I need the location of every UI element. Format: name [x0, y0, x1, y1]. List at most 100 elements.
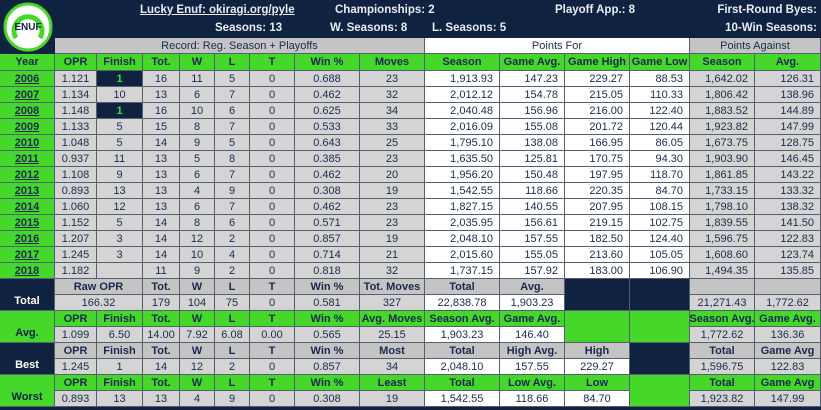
stat-cell: 1.148	[55, 103, 97, 119]
year-link[interactable]: 2011	[0, 151, 55, 167]
stat-cell: 170.75	[565, 151, 630, 167]
summary-value: 7.92	[180, 327, 215, 343]
stat-cell: 182.50	[565, 231, 630, 247]
summary-header: Total	[425, 375, 500, 391]
stat-cell: 1,839.55	[690, 215, 755, 231]
year-link[interactable]: 2008	[0, 103, 55, 119]
year-link[interactable]: 2010	[0, 135, 55, 151]
summary-header: T	[250, 279, 295, 295]
stat-cell: 0.643	[295, 135, 360, 151]
stat-cell: 144.89	[755, 103, 821, 119]
summary-header: Finish	[97, 375, 143, 391]
stat-cell: 9	[180, 263, 215, 279]
stat-cell: 8	[180, 215, 215, 231]
year-link[interactable]: 2013	[0, 183, 55, 199]
stat-cell: 7	[215, 199, 250, 215]
summary-value: 122.83	[755, 359, 821, 375]
column-header: Avg.	[755, 54, 821, 71]
stat-cell: 1,798.10	[690, 199, 755, 215]
stat-cell: 9	[180, 135, 215, 151]
stat-cell: 125.81	[500, 151, 565, 167]
section-points-for: Points For	[425, 38, 690, 54]
championships: Championships: 2	[335, 4, 435, 16]
stat-cell: 11	[97, 151, 143, 167]
column-header: Year	[0, 54, 55, 71]
stat-cell: 16	[143, 103, 180, 119]
summary-value: 0.565	[295, 327, 360, 343]
team-link[interactable]: Lucky Enuf: okiragi.org/pyle	[140, 4, 295, 16]
stat-cell: 16	[143, 71, 180, 87]
year-link[interactable]: 2007	[0, 87, 55, 103]
summary-value: 0	[250, 391, 295, 407]
summary-value: 2,048.10	[425, 359, 500, 375]
year-link[interactable]: 2012	[0, 167, 55, 183]
stat-cell: 1.134	[55, 87, 97, 103]
stat-cell: 123.74	[755, 247, 821, 263]
summary-header: Avg.	[500, 279, 565, 295]
year-link[interactable]: 2006	[0, 71, 55, 87]
stat-cell: 0	[250, 263, 295, 279]
summary-value: 1,542.55	[425, 391, 500, 407]
year-link[interactable]: 2018	[0, 263, 55, 279]
summary-header: W	[180, 311, 215, 327]
stat-cell: 0	[250, 247, 295, 263]
stat-cell: 0	[250, 135, 295, 151]
stat-cell: 6	[215, 215, 250, 231]
stat-cell: 21	[360, 247, 425, 263]
stat-cell: 5	[215, 71, 250, 87]
summary-value: 1,772.62	[690, 327, 755, 343]
summary-value: 0.308	[295, 391, 360, 407]
summary-value: 136.36	[755, 327, 821, 343]
year-link[interactable]: 2014	[0, 199, 55, 215]
year-link[interactable]: 2017	[0, 247, 55, 263]
summary-header: OPR	[55, 343, 97, 359]
stat-cell: 183.00	[565, 263, 630, 279]
stat-cell: 13	[143, 151, 180, 167]
summary-header: Tot. Moves	[360, 279, 425, 295]
stat-cell: 220.35	[565, 183, 630, 199]
stat-cell: 147.23	[500, 71, 565, 87]
stat-cell: 213.60	[565, 247, 630, 263]
column-header: Moves	[360, 54, 425, 71]
stat-cell: 215.05	[565, 87, 630, 103]
stat-cell: 1,827.15	[425, 199, 500, 215]
stat-cell: 1,883.52	[690, 103, 755, 119]
summary-value: 6.08	[215, 327, 250, 343]
stat-cell: 2,012.12	[425, 87, 500, 103]
year-link[interactable]: 2016	[0, 231, 55, 247]
stat-cell: 216.00	[565, 103, 630, 119]
summary-header: Season Avg.	[425, 311, 500, 327]
stat-cell: 14	[143, 135, 180, 151]
stat-cell: 154.78	[500, 87, 565, 103]
summary-header: Least	[360, 375, 425, 391]
stat-cell: 6	[215, 103, 250, 119]
column-header: Game Low	[630, 54, 690, 71]
summary-header: High	[565, 343, 630, 359]
column-header: Season	[690, 54, 755, 71]
stat-cell: 0.714	[295, 247, 360, 263]
stat-cell: 1,542.55	[425, 183, 500, 199]
stat-cell: 13	[143, 199, 180, 215]
stat-cell: 88.53	[630, 71, 690, 87]
summary-header: Win %	[295, 311, 360, 327]
summary-header: Total	[690, 343, 755, 359]
stat-cell: 0	[250, 103, 295, 119]
summary-header: L	[215, 311, 250, 327]
stat-cell: 166.95	[565, 135, 630, 151]
summary-value: 0.00	[250, 327, 295, 343]
stat-cell: 0.462	[295, 199, 360, 215]
stat-cell: 2,048.10	[425, 231, 500, 247]
summary-value: 327	[360, 295, 425, 311]
stat-cell: 32	[360, 87, 425, 103]
stat-cell: 201.72	[565, 119, 630, 135]
summary-label: Avg.	[0, 311, 55, 343]
stat-cell: 11	[143, 263, 180, 279]
stat-cell: 207.95	[565, 199, 630, 215]
year-link[interactable]: 2015	[0, 215, 55, 231]
summary-label: Best	[0, 343, 55, 375]
year-link[interactable]: 2009	[0, 119, 55, 135]
stat-cell: 2	[215, 263, 250, 279]
stat-cell: 0.533	[295, 119, 360, 135]
stat-cell: 7	[215, 167, 250, 183]
stat-cell: 23	[360, 215, 425, 231]
